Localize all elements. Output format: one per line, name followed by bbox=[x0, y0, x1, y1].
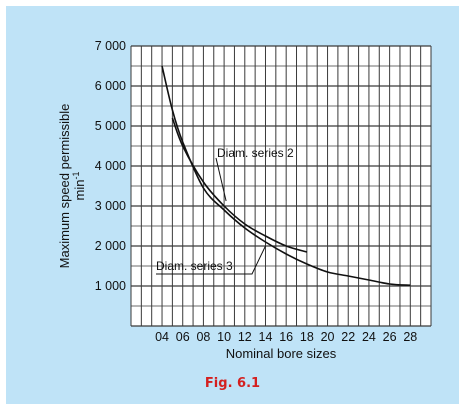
y-axis-unit: min-1 bbox=[71, 172, 87, 201]
x-tick-label: 16 bbox=[279, 330, 293, 344]
chart: 1 000 2 000 3 000 4 000 5 000 6 000 7 000 04 06… bbox=[57, 39, 432, 361]
grid bbox=[130, 45, 432, 327]
series-label-diam-series-2: Diam. series 2 bbox=[217, 146, 294, 160]
series-line-2 bbox=[161, 65, 411, 286]
y-axis-title: Maximum speed permissible bbox=[57, 104, 72, 269]
y-axis-unit-exponent: -1 bbox=[71, 172, 81, 180]
y-tick-label: 4 000 bbox=[95, 159, 126, 173]
x-tick-label: 24 bbox=[362, 330, 376, 344]
figure-panel: 1 000 2 000 3 000 4 000 5 000 6 000 7 000 04 06… bbox=[6, 6, 459, 404]
callout-line-series-2 bbox=[215, 157, 227, 202]
y-tick-label: 1 000 bbox=[95, 279, 126, 293]
x-tick-label: 08 bbox=[196, 330, 210, 344]
y-tick-label: 7 000 bbox=[95, 39, 126, 53]
x-tick-label: 06 bbox=[176, 330, 190, 344]
callout-line-series-3 bbox=[156, 245, 266, 275]
x-tick-label: 18 bbox=[300, 330, 314, 344]
x-tick-label: 10 bbox=[217, 330, 231, 344]
x-tick-label: 04 bbox=[155, 330, 169, 344]
x-tick-labels: 04 06 08 10 12 14 16 18 20 22 24 26 28 bbox=[155, 330, 417, 344]
x-tick-label: 28 bbox=[403, 330, 417, 344]
x-tick-label: 14 bbox=[259, 330, 273, 344]
series-line-1 bbox=[171, 117, 308, 253]
y-tick-label: 5 000 bbox=[95, 119, 126, 133]
series-callouts: Diam. series 2 Diam. series 3 bbox=[156, 146, 294, 275]
y-tick-labels: 1 000 2 000 3 000 4 000 5 000 6 000 7 000 bbox=[95, 39, 126, 293]
x-tick-label: 22 bbox=[341, 330, 355, 344]
y-tick-label: 3 000 bbox=[95, 199, 126, 213]
x-tick-label: 26 bbox=[383, 330, 397, 344]
y-axis-title-group: Maximum speed permissible min-1 bbox=[57, 104, 87, 269]
x-tick-label: 20 bbox=[321, 330, 335, 344]
y-tick-label: 6 000 bbox=[95, 79, 126, 93]
x-tick-label: 12 bbox=[238, 330, 252, 344]
series-label-diam-series-3: Diam. series 3 bbox=[156, 259, 233, 273]
y-tick-label: 2 000 bbox=[95, 239, 126, 253]
figure-caption: Fig. 6.1 bbox=[204, 376, 261, 391]
series-layer bbox=[161, 65, 411, 286]
x-axis-title: Nominal bore sizes bbox=[226, 346, 337, 361]
y-axis-unit-base: min bbox=[72, 180, 87, 201]
